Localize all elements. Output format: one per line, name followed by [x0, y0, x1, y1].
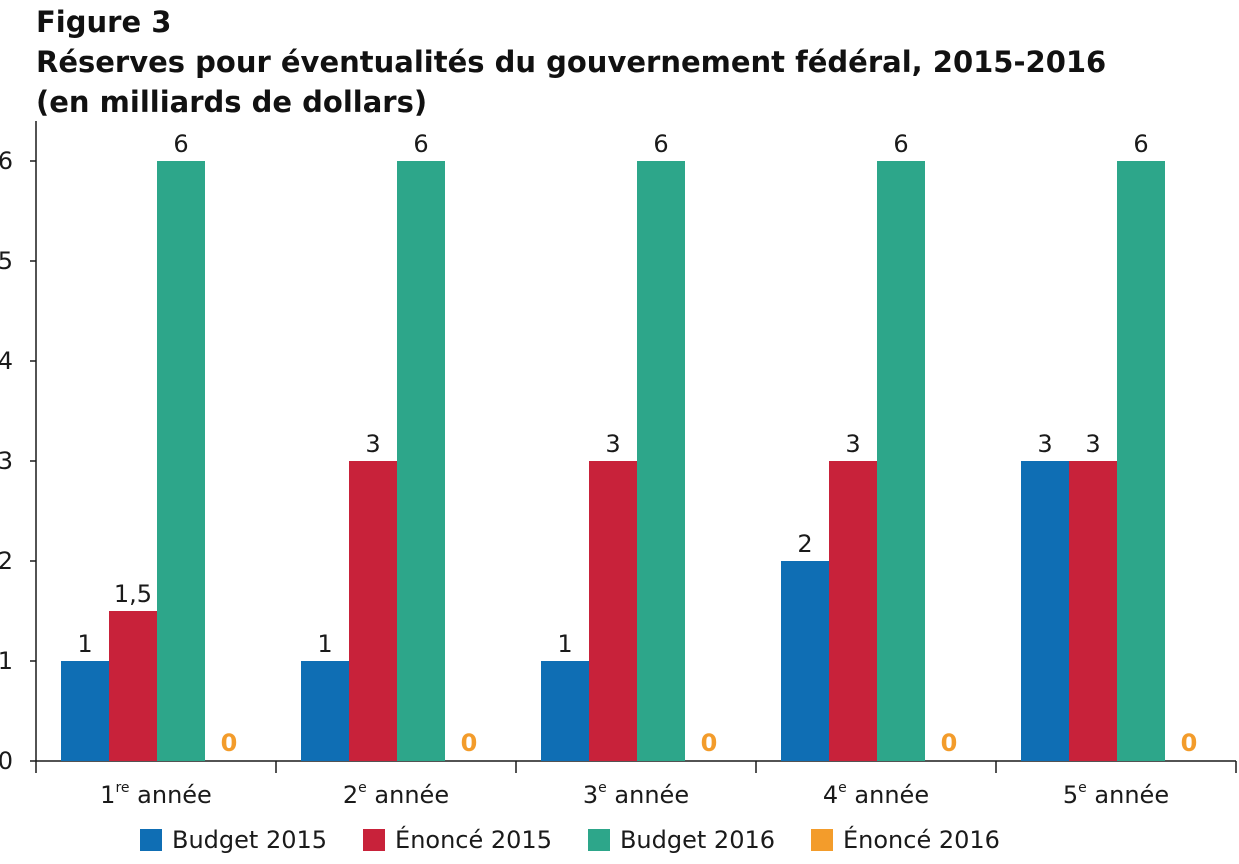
x-tick-label: 5e année [1063, 780, 1169, 809]
data-label: 0 [941, 729, 958, 757]
data-label: 0 [461, 729, 478, 757]
title-block: Figure 3 Réserves pour éventualités du g… [36, 2, 1226, 122]
bar [781, 561, 829, 761]
y-tick-label: 3 [0, 447, 13, 475]
bar [541, 661, 589, 761]
y-tick-label: 0 [0, 747, 13, 775]
legend-swatch [811, 829, 833, 851]
bar [589, 461, 637, 761]
bar [1117, 161, 1165, 761]
data-label: 1 [77, 630, 92, 658]
bar-chart: 0 1 2 3 4 5 6 1 1,5 6 0 1re année 1 3 6 0 2e année 1 3 6 0 3e… [0, 121, 1237, 809]
data-label: 3 [605, 430, 620, 458]
data-label: 6 [1133, 130, 1148, 158]
data-label: 6 [413, 130, 428, 158]
legend-item: Énoncé 2015 [363, 826, 552, 854]
bar [637, 161, 685, 761]
bar [157, 161, 205, 761]
chart-legend: Budget 2015 Énoncé 2015 Budget 2016 Énoncé … [140, 826, 1036, 854]
chart-title: Réserves pour éventualités du gouverneme… [36, 45, 1107, 79]
legend-label: Budget 2015 [172, 826, 328, 854]
y-tick-label: 1 [0, 647, 13, 675]
legend-swatch [140, 829, 162, 851]
data-label: 6 [173, 130, 188, 158]
data-label: 6 [653, 130, 668, 158]
data-label: 3 [1037, 430, 1052, 458]
legend-swatch [363, 829, 386, 851]
data-label: 0 [221, 729, 238, 757]
legend-label: Énoncé 2015 [395, 826, 552, 854]
bar [877, 161, 925, 761]
legend-item: Budget 2015 [140, 826, 327, 854]
bar [1021, 461, 1069, 761]
legend-label: Budget 2016 [619, 826, 775, 854]
data-label: 2 [797, 530, 812, 558]
y-tick-label: 2 [0, 547, 13, 575]
data-label: 1,5 [114, 580, 152, 608]
data-label: 0 [1181, 729, 1198, 757]
x-tick-label: 3e année [583, 780, 689, 809]
legend-swatch [587, 829, 610, 851]
data-label: 3 [1085, 430, 1100, 458]
x-tick-label: 2e année [343, 780, 449, 809]
data-label: 3 [845, 430, 860, 458]
legend-label: Énoncé 2016 [843, 826, 1000, 854]
y-tick-label: 4 [0, 347, 13, 375]
data-label: 6 [893, 130, 908, 158]
bar [829, 461, 877, 761]
data-label: 3 [365, 430, 380, 458]
data-label: 0 [701, 729, 718, 757]
legend-item: Énoncé 2016 [811, 826, 1000, 854]
data-label: 1 [317, 630, 332, 658]
x-tick-label: 1re année [100, 780, 212, 809]
legend-item: Budget 2016 [587, 826, 775, 854]
x-tick-label: 4e année [823, 780, 929, 809]
y-tick-label: 6 [0, 147, 13, 175]
bar [1069, 461, 1117, 761]
y-tick-label: 5 [0, 247, 13, 275]
chart-subtitle: (en milliards de dollars) [36, 85, 428, 119]
bar [349, 461, 397, 761]
bar [397, 161, 445, 761]
data-label: 1 [557, 630, 572, 658]
figure-label: Figure 3 [36, 5, 172, 39]
bar [301, 661, 349, 761]
bar [61, 661, 109, 761]
bar [109, 611, 157, 761]
